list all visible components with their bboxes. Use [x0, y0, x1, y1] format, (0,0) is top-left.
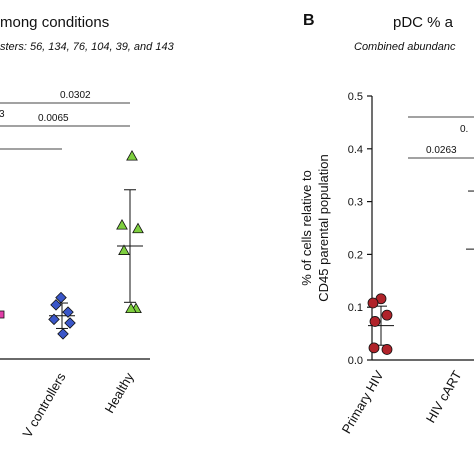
panel-b-p-value: 0.	[460, 124, 468, 135]
panel-a-title: mong conditions	[0, 14, 109, 31]
panel-b-points	[367, 190, 474, 355]
panel-a-point	[55, 291, 67, 304]
panel-a-subtitle: sters: 56, 134, 76, 104, 39, and 143	[0, 41, 175, 53]
panel-b-letter: B	[303, 12, 315, 29]
panel-a-point	[48, 313, 60, 326]
panel-b-category-label: Primary HIV	[339, 368, 387, 436]
panel-a-point	[125, 302, 137, 314]
panel-a-comparisons: 0.0302 0.0065 3	[0, 90, 130, 150]
panel-a-points	[0, 149, 144, 340]
panel-a-category-labels: V controllers Healthy	[19, 370, 136, 441]
panel-a-point	[118, 244, 130, 255]
panel-b-y-tick-label: 0.2	[348, 249, 363, 261]
panel-b-ylabel-line2: CD45 parental population	[316, 154, 331, 301]
panel-b-category-labels: Primary HIV HIV cART	[339, 368, 465, 436]
panel-b-category-label: HIV cART	[423, 368, 465, 425]
panel-a-point	[132, 222, 144, 234]
panel-b-p-value: 0.0263	[426, 145, 457, 156]
panel-b-y-tick-label: 0.4	[348, 144, 363, 156]
panel-b-y-tick-label: 0.3	[348, 197, 363, 209]
panel-b-point	[368, 342, 380, 354]
panel-b-subtitle: Combined abundanc	[354, 41, 456, 53]
panel-b-y-tick-label: 0.5	[348, 91, 363, 103]
panel-b-ylabel-line1: % of cells relative to	[299, 170, 314, 286]
panel-b-title: pDC % a	[393, 14, 454, 31]
panel-b-y-ticks: 0.0 0.1 0.2 0.3 0.4 0.5	[348, 91, 372, 367]
panel-a-category-label: V controllers	[19, 370, 68, 441]
panel-b-y-tick-label: 0.1	[348, 302, 363, 314]
panel-b-point	[369, 316, 381, 327]
panel-a-point	[50, 299, 62, 311]
panel-a: mong conditions sters: 56, 134, 76, 104,…	[0, 14, 175, 440]
panel-a-point	[64, 317, 76, 329]
panel-a-point	[62, 306, 74, 318]
panel-b-point	[381, 309, 393, 321]
panel-a-category-label: Healthy	[102, 370, 137, 416]
panel-a-point	[116, 218, 128, 230]
panel-b-y-tick-label: 0.0	[348, 355, 363, 367]
panel-b-point	[381, 344, 393, 355]
panel-b-point	[367, 297, 379, 309]
panel-a-partial-tick: 3	[0, 109, 5, 120]
panel-b: B pDC % a Combined abundanc % of cells r…	[299, 12, 474, 436]
panel-a-point	[126, 149, 138, 161]
panel-a-p-value: 0.0065	[38, 113, 69, 124]
panel-a-p-value: 0.0302	[60, 90, 91, 101]
panel-a-edge-marker	[0, 310, 5, 319]
panel-a-point	[57, 328, 69, 340]
